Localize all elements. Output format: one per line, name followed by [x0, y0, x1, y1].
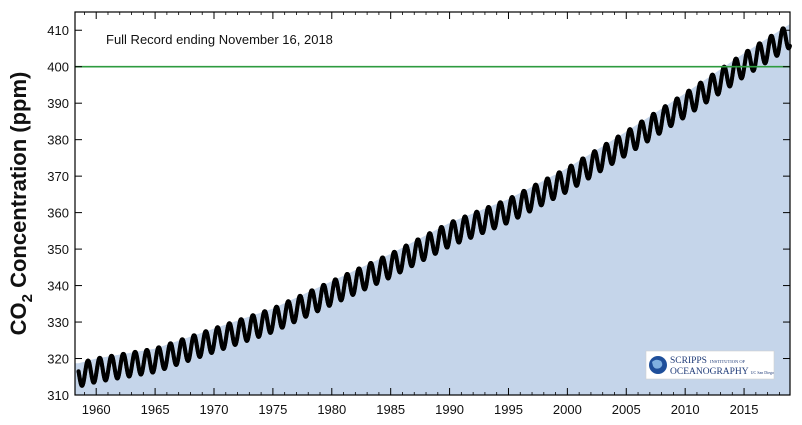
logo-line2: OCEANOGRAPHY UC San Diego — [670, 367, 774, 377]
x-tick-label: 1965 — [141, 402, 170, 417]
x-tick-label: 1985 — [376, 402, 405, 417]
y-tick-label: 330 — [47, 315, 69, 330]
x-tick-label: 2010 — [671, 402, 700, 417]
x-axis: 1960 1965 1970 1975 1980 1985 1990 1995 2000 2005… — [82, 12, 780, 417]
x-tick-label: 1990 — [435, 402, 464, 417]
x-tick-label: 1975 — [258, 402, 287, 417]
record-annotation: Full Record ending November 16, 2018 — [106, 32, 333, 47]
x-tick-label: 1980 — [317, 402, 346, 417]
y-tick-label: 340 — [47, 279, 69, 294]
y-axis: 310 320 330 340 350 360 370 380 390 400 410 — [47, 23, 790, 403]
y-tick-label: 400 — [47, 60, 69, 75]
y-tick-label: 320 — [47, 352, 69, 367]
y-axis-label-sub: 2 — [19, 294, 36, 302]
y-axis-label-rest: Concentration (ppm) — [6, 72, 31, 294]
plot-frame — [74, 11, 791, 396]
logo-line1-big: SCRIPPS — [670, 356, 707, 366]
y-tick-label: 410 — [47, 23, 69, 38]
y-axis-label-main: CO — [6, 302, 31, 335]
logo-line2-big: OCEANOGRAPHY — [670, 367, 749, 377]
y-tick-label: 350 — [47, 242, 69, 257]
logo-line2-small: UC San Diego — [751, 370, 774, 375]
area-under-curve — [75, 24, 790, 395]
y-tick-label: 380 — [47, 133, 69, 148]
y-axis-label: CO2 Concentration (ppm) — [6, 72, 36, 336]
y-tick-label: 310 — [47, 388, 69, 403]
x-tick-label: 1970 — [200, 402, 229, 417]
y-tick-label: 370 — [47, 169, 69, 184]
scripps-logo: SCRIPPS INSTITUTION OF OCEANOGRAPHY UC San… — [645, 350, 775, 380]
y-tick-label: 390 — [47, 96, 69, 111]
x-tick-label: 1995 — [494, 402, 523, 417]
logo-line1: SCRIPPS INSTITUTION OF — [670, 356, 746, 366]
y-tick-label: 360 — [47, 206, 69, 221]
data-points — [76, 26, 792, 388]
x-tick-label: 2005 — [612, 402, 641, 417]
logo-line1-small: INSTITUTION OF — [710, 359, 746, 364]
x-tick-label: 2000 — [553, 402, 582, 417]
x-tick-label: 1960 — [82, 402, 111, 417]
x-tick-label: 2015 — [730, 402, 759, 417]
